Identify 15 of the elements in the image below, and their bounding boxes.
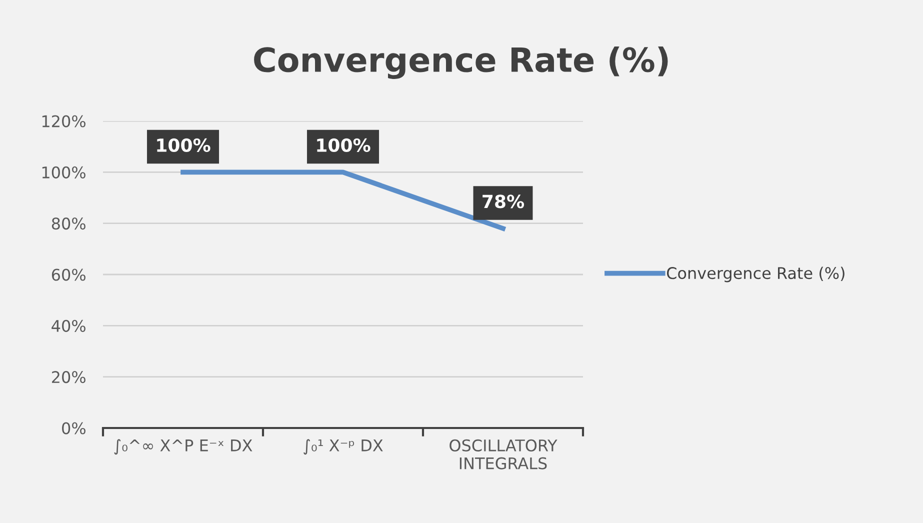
y-tick-label: 0% <box>62 422 86 434</box>
data-label: 100% <box>157 138 210 152</box>
y-tick-label: 60% <box>52 268 86 281</box>
legend-label: Convergence Rate (%) <box>666 266 844 282</box>
y-tick-label: 120% <box>42 115 86 128</box>
y-tick-label: 80% <box>52 218 86 230</box>
x-tick-label: OSCILLATORY INTEGRALS <box>450 439 558 470</box>
data-label: 78% <box>482 194 524 208</box>
y-tick-label: 100% <box>42 166 86 178</box>
data-label: 100% <box>317 138 370 152</box>
y-tick-label: 20% <box>52 371 86 384</box>
x-tick-label: ∫₀¹ X⁻ᵖ DX <box>304 439 383 455</box>
chart-title: Convergence Rate (%) <box>254 46 668 79</box>
x-tick-label: ∫₀^∞ X^P E⁻ˣ DX <box>114 439 252 455</box>
y-tick-label: 40% <box>52 320 86 332</box>
